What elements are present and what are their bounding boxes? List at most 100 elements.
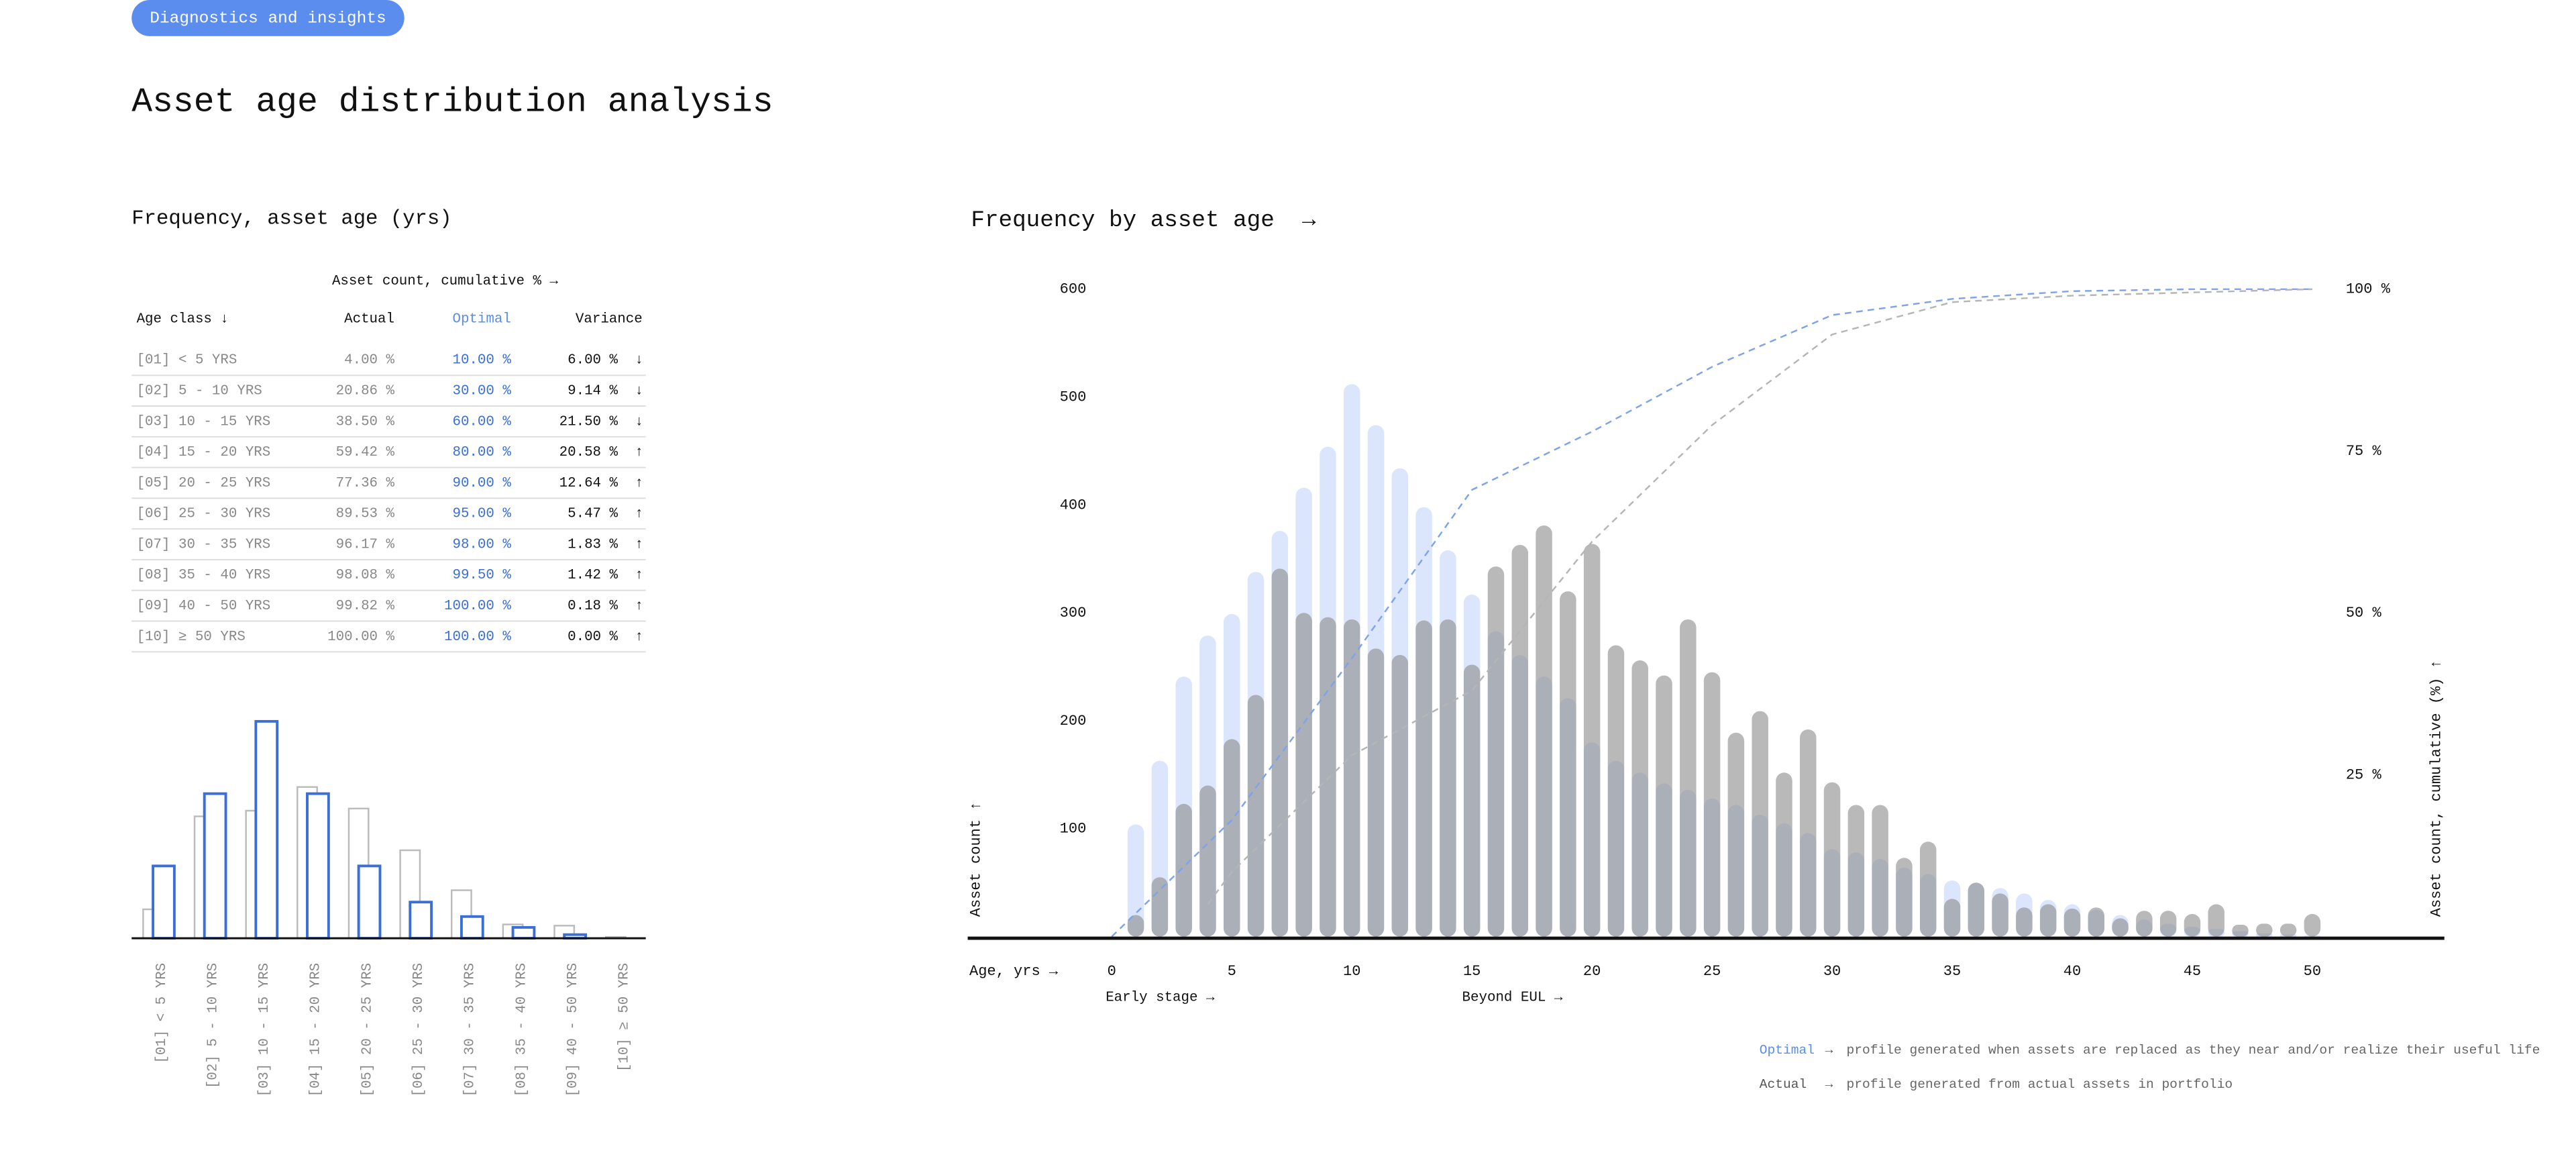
page-title: Asset age distribution analysis — [131, 83, 773, 121]
bar — [1968, 882, 1985, 937]
bar — [306, 792, 330, 940]
table-cell: 99.50 % — [452, 568, 511, 583]
y2-tick-label: 75 % — [2346, 443, 2382, 460]
x-tick-label: 15 — [1463, 963, 1481, 980]
column-header: Actual — [344, 312, 394, 327]
bar — [1752, 711, 1768, 937]
table-cell: 12.64 % — [559, 476, 619, 491]
bar — [409, 901, 433, 940]
table-cell: 38.50 % — [336, 414, 395, 429]
legend-arrow: → — [1825, 1077, 1833, 1092]
y-tick-label: 400 — [1060, 497, 1087, 513]
table-cell: ↓ — [635, 353, 643, 368]
table-cell: 99.82 % — [336, 599, 395, 614]
table-cell: ↑ — [635, 537, 643, 552]
bar — [1847, 805, 1865, 937]
table-cell: ↑ — [635, 445, 643, 460]
table-cell: [06] 25 - 30 YRS — [137, 507, 271, 522]
tag-text[interactable]: Diagnostics and insights — [150, 9, 386, 28]
x-tick-label: 30 — [1823, 963, 1841, 980]
x-tick-label: 10 — [1343, 963, 1360, 980]
x-tick-label: 45 — [2184, 963, 2201, 980]
bar — [1440, 619, 1456, 937]
bar — [2304, 913, 2321, 937]
bar — [1583, 544, 1601, 937]
bar — [1247, 695, 1265, 937]
cumulative-line — [1207, 288, 2312, 905]
table-cell: 30.00 % — [452, 384, 511, 399]
column-header: Variance — [576, 312, 643, 327]
bar — [1896, 858, 1913, 937]
bar — [2159, 911, 2177, 937]
table-cell: 1.83 % — [568, 537, 618, 552]
column-header: Optimal — [452, 312, 511, 327]
bar — [1703, 672, 1721, 937]
y-tick-label: 300 — [1060, 605, 1087, 621]
bar — [1511, 545, 1529, 937]
legend-label: Actual — [1760, 1077, 1807, 1092]
x-tick-label: 25 — [1703, 963, 1721, 980]
table-cell: 98.08 % — [336, 568, 395, 583]
table-cell: 100.00 % — [444, 629, 511, 645]
column-header: Age class ↓ — [137, 312, 229, 327]
x-tick-label: [08] 35 - 40 YRS — [514, 963, 529, 1097]
x-tick-label: [02] 5 - 10 YRS — [205, 963, 221, 1088]
table-cell: 0.00 % — [568, 629, 618, 645]
bar — [2136, 911, 2153, 937]
table-cell: [01] < 5 YRS — [137, 353, 237, 368]
table-cell: 9.14 % — [568, 384, 618, 399]
bar — [1415, 620, 1432, 937]
table-cell: 95.00 % — [452, 507, 511, 522]
bar — [460, 915, 484, 940]
tag-pill[interactable] — [131, 0, 405, 36]
bar — [1800, 729, 1817, 937]
table-cell: ↓ — [635, 414, 643, 429]
table-cell: ↑ — [635, 599, 643, 614]
annotation: Beyond EUL → — [1462, 991, 1563, 1006]
bar — [1391, 655, 1409, 937]
table-cell: 6.00 % — [568, 353, 618, 368]
x-tick-label: [07] 30 - 35 YRS — [463, 963, 478, 1097]
bar — [203, 792, 227, 940]
table-cell: 1.42 % — [568, 568, 618, 583]
y-tick-label: 600 — [1060, 281, 1087, 298]
bar — [2063, 908, 2081, 937]
bar — [1872, 805, 1888, 937]
table-cell: [09] 40 - 50 YRS — [137, 599, 271, 614]
bar — [1199, 785, 1216, 937]
bar — [1631, 660, 1648, 937]
bar — [1727, 732, 1745, 937]
x-axis-label: Age, yrs → — [969, 963, 1059, 980]
bar — [254, 719, 279, 940]
cumulative-line — [1111, 288, 2312, 938]
x-tick-label: 35 — [1943, 963, 1961, 980]
table-cell: 77.36 % — [336, 476, 395, 491]
table-cell: 59.42 % — [336, 445, 395, 460]
table-cell: [05] 20 - 25 YRS — [137, 476, 271, 491]
x-tick-label: 50 — [2304, 963, 2321, 980]
table-cell: 98.00 % — [452, 537, 511, 552]
table-cell: 89.53 % — [336, 507, 395, 522]
section-title: Frequency, asset age (yrs) — [131, 208, 451, 231]
y-axis-label: Asset count ↑ — [968, 802, 985, 917]
bar — [1487, 566, 1505, 937]
x-tick-label: 20 — [1583, 963, 1601, 980]
table-cell: ↑ — [635, 629, 643, 645]
bar — [152, 864, 176, 940]
table-cell: 100.00 % — [444, 599, 511, 614]
x-tick-label: [01] < 5 YRS — [154, 963, 170, 1064]
bar — [1175, 803, 1192, 937]
table-cell: [08] 35 - 40 YRS — [137, 568, 271, 583]
x-tick-label: [10] ≥ 50 YRS — [617, 963, 633, 1072]
table-cell: ↑ — [635, 507, 643, 522]
bar — [1151, 877, 1169, 937]
table-cell: [10] ≥ 50 YRS — [137, 629, 246, 645]
table-cell: ↓ — [635, 384, 643, 399]
bar — [2039, 904, 2057, 937]
bar — [1536, 525, 1552, 937]
table-cell: 90.00 % — [452, 476, 511, 491]
table-caption: Asset count, cumulative % → — [332, 274, 558, 289]
bar — [1271, 568, 1289, 937]
x-tick-label: 40 — [2063, 963, 2081, 980]
